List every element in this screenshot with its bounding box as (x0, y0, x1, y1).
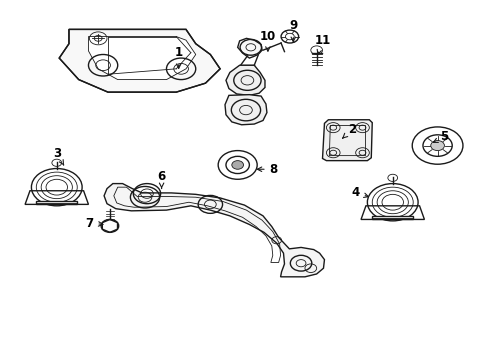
Polygon shape (36, 201, 77, 204)
Polygon shape (237, 39, 262, 58)
Circle shape (231, 161, 243, 169)
Text: 7: 7 (85, 216, 103, 230)
Circle shape (430, 140, 444, 150)
Text: 6: 6 (157, 170, 165, 189)
Text: 3: 3 (53, 147, 63, 165)
Text: 1: 1 (174, 46, 183, 68)
Polygon shape (225, 65, 264, 95)
Polygon shape (88, 37, 195, 80)
Polygon shape (59, 30, 220, 92)
Polygon shape (104, 184, 324, 277)
Polygon shape (224, 95, 266, 125)
Text: 11: 11 (314, 33, 330, 54)
Text: 9: 9 (288, 19, 297, 41)
Text: 2: 2 (342, 123, 355, 138)
Text: 4: 4 (351, 186, 367, 199)
Text: 10: 10 (259, 30, 275, 51)
Text: 5: 5 (432, 130, 447, 144)
Text: 8: 8 (257, 163, 277, 176)
Polygon shape (371, 216, 412, 220)
Polygon shape (322, 120, 371, 161)
